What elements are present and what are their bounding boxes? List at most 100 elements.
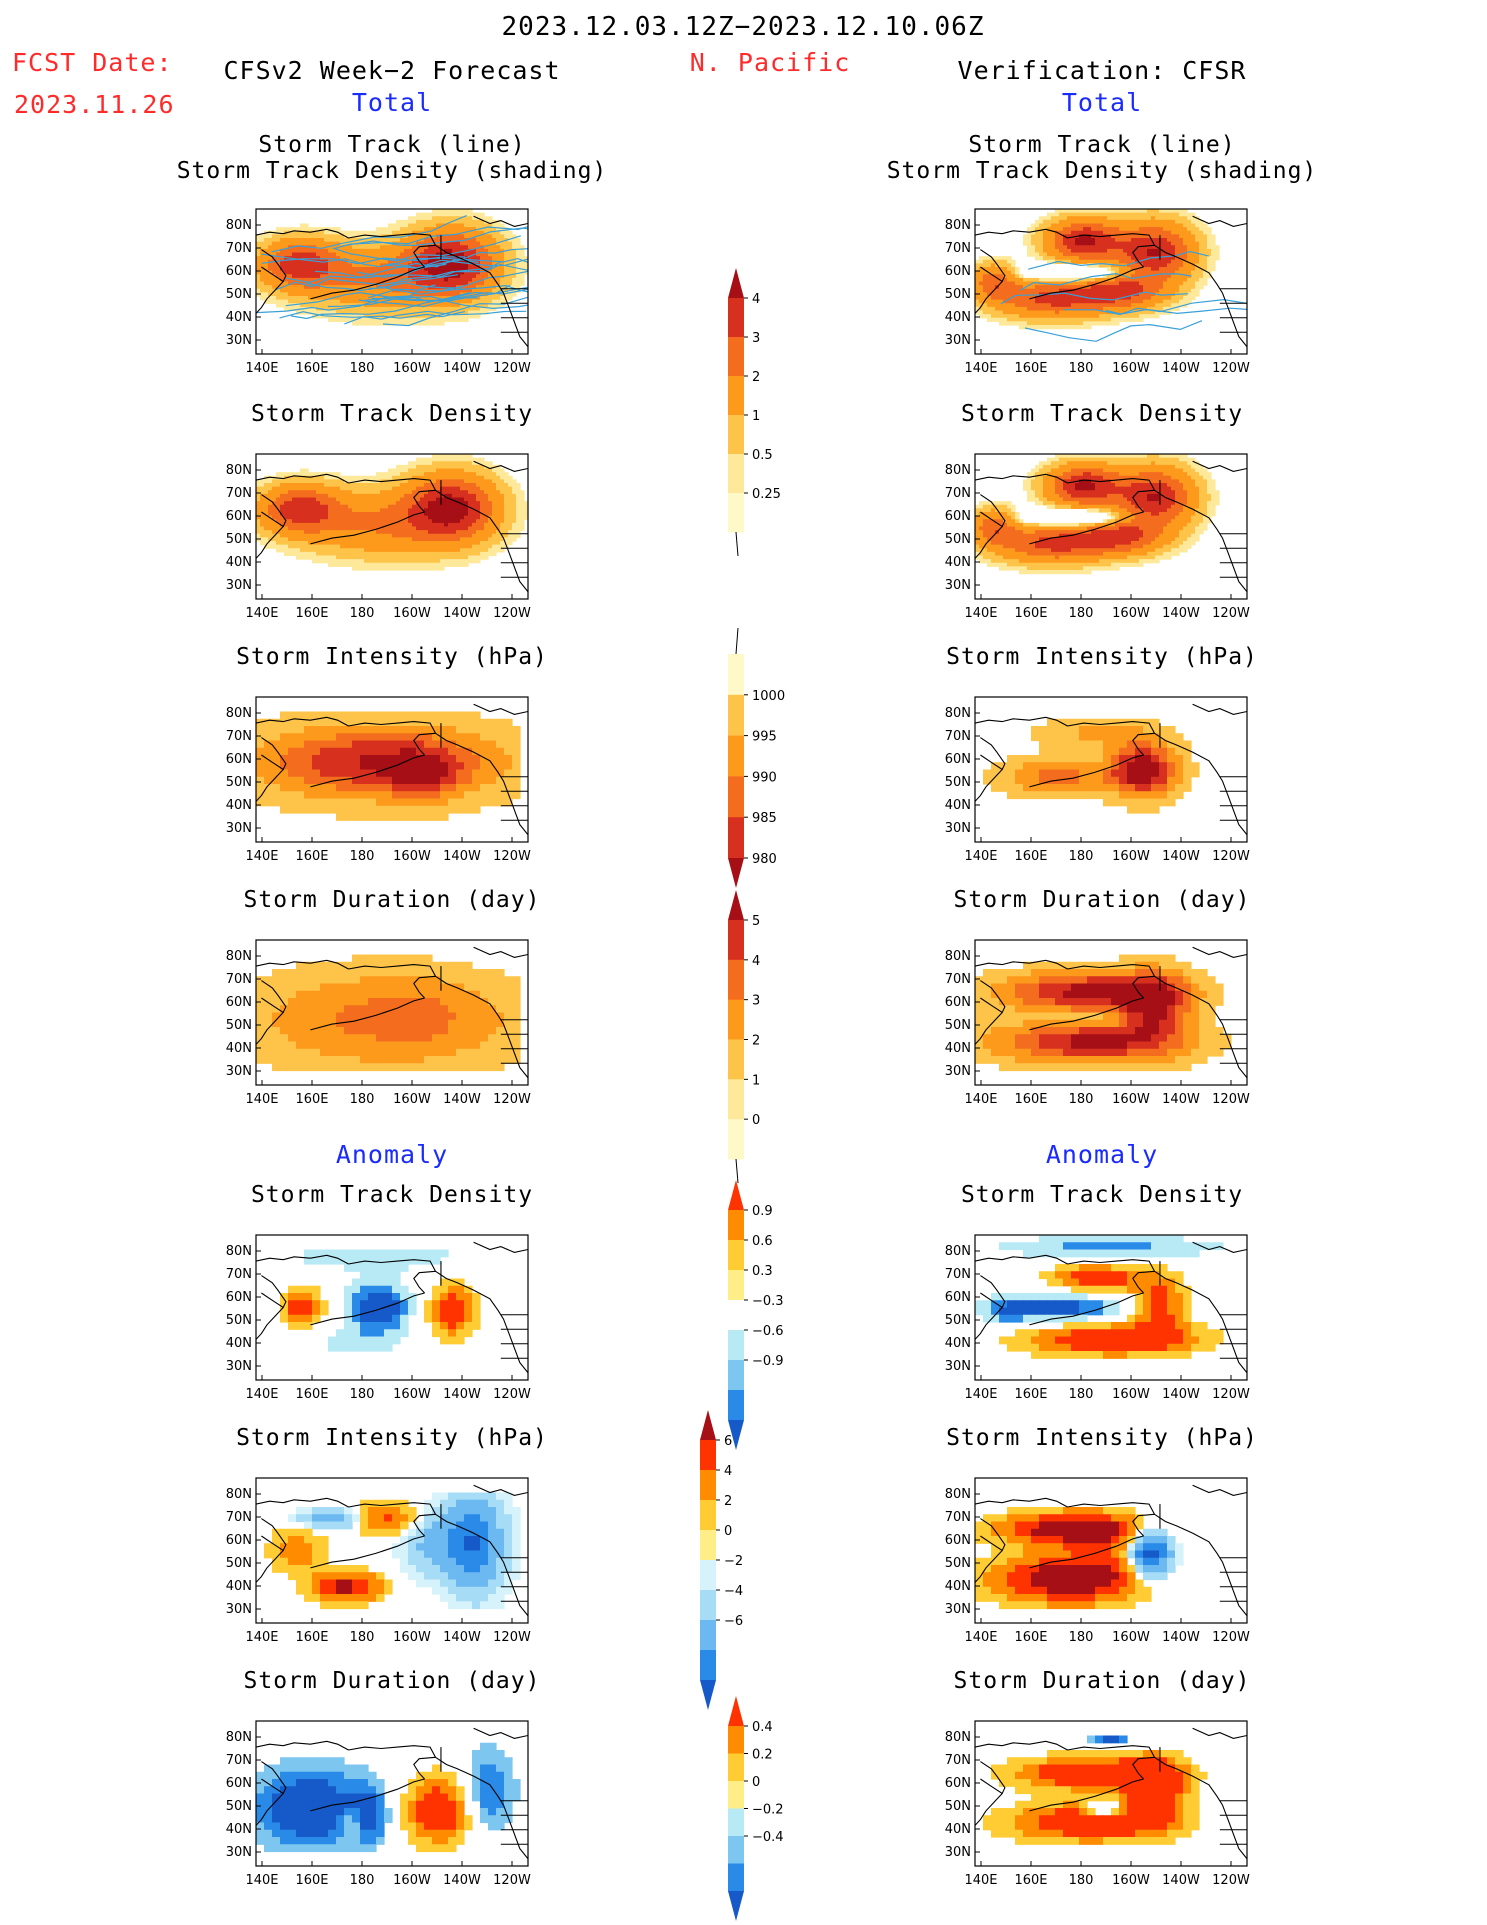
panel-R1-xtick: 140E <box>964 361 997 376</box>
panel-R3-ytick: 30N <box>945 821 971 836</box>
cb-anom-intensity-label: 2 <box>724 1494 732 1509</box>
cb-anom-density-swatch <box>728 1210 744 1241</box>
cb-duration-bottom-line <box>735 1158 739 1184</box>
panel-R2-xtick: 140W <box>1162 606 1200 621</box>
cb-duration-top-arrow <box>728 890 744 920</box>
panel-L3-ytick: 60N <box>226 752 252 767</box>
panel-R4-xtick: 140E <box>964 1092 997 1107</box>
cb-intensity-swatch <box>728 776 744 818</box>
panel-R4-ytick: 40N <box>945 1041 971 1056</box>
cb-anom-intensity-swatch <box>700 1500 716 1531</box>
panel-R1-ytick: 60N <box>945 264 971 279</box>
panel-L3-xtick: 140W <box>443 849 481 864</box>
panel-R2-xtick: 180 <box>1069 606 1094 621</box>
panel-R7-xtick: 160E <box>1014 1873 1047 1888</box>
panel-R7-coastline <box>975 1727 1247 1860</box>
panel-R5-xtick: 180 <box>1069 1387 1094 1402</box>
cb-anom-intensity-bottom-arrow <box>700 1680 716 1710</box>
panel-L7-ytick: 30N <box>226 1845 252 1860</box>
panel-L6-coastline <box>256 1484 528 1617</box>
panel-L6: 80N 70N 60N 50N 40N 30N 140E 160E 180 160W 140W 120… <box>226 1477 531 1645</box>
panel-R6: 80N 70N 60N 50N 40N 30N 140E 160E 180 160W 140W 120… <box>945 1477 1250 1645</box>
cb-anom-intensity-swatch <box>700 1560 716 1591</box>
panel-L4-xtick: 160W <box>393 1092 431 1107</box>
panel-R5-field <box>975 1235 1224 1359</box>
panel-R5-ytick: 60N <box>945 1290 971 1305</box>
panel-L6-xtick: 160W <box>393 1630 431 1645</box>
cb-anom-density-swatch <box>728 1330 744 1361</box>
fcst-date-label: FCST Date: <box>12 48 173 77</box>
cb-anom-density-label: −0.9 <box>752 1354 784 1369</box>
panel-L4-title: Storm Duration (day) <box>243 887 541 913</box>
panel-R6-frame <box>974 1477 1248 1624</box>
cb-duration-swatch <box>728 1079 744 1120</box>
panel-L4-xtick: 120W <box>493 1092 531 1107</box>
panel-R5-coastline <box>975 1241 1247 1374</box>
panel-L6-ytick: 50N <box>226 1556 252 1571</box>
panel-L3-ytick: 80N <box>226 706 252 721</box>
panel-L4-coastline <box>256 946 528 1079</box>
panel-R4-ytick: 80N <box>945 949 971 964</box>
panel-R7-xtick: 140W <box>1162 1873 1200 1888</box>
panel-R5-xtick: 140E <box>964 1387 997 1402</box>
cb-anom-intensity-label: 4 <box>724 1464 732 1479</box>
cb-anom-intensity-swatch <box>700 1440 716 1471</box>
panel-R6-ytick: 40N <box>945 1579 971 1594</box>
panel-R5-ytick: 50N <box>945 1313 971 1328</box>
panel-R4-title: Storm Duration (day) <box>953 887 1251 913</box>
panel-L4-xtick: 160E <box>295 1092 328 1107</box>
panel-R7-ytick: 50N <box>945 1799 971 1814</box>
panel-L5-ytick: 40N <box>226 1336 252 1351</box>
cb-anom-density-swatch <box>728 1270 744 1301</box>
cb-anom-density-bottom-arrow <box>728 1420 744 1450</box>
panel-L2-ytick: 40N <box>226 555 252 570</box>
panel-R2-ytick: 60N <box>945 509 971 524</box>
panel-L5-xtick: 120W <box>493 1387 531 1402</box>
panel-R6-xtick: 140W <box>1162 1630 1200 1645</box>
panel-R1: 80N 70N 60N 50N 40N 30N 140E 160E 180 160W 140W 120… <box>945 208 1250 376</box>
panel-R4-xtick: 120W <box>1212 1092 1250 1107</box>
panel-R1-ytick: 40N <box>945 310 971 325</box>
cb-anom-intensity-label: −6 <box>724 1614 743 1629</box>
cb-anom-density-swatch <box>728 1390 744 1421</box>
panel-R3-xtick: 180 <box>1069 849 1094 864</box>
cb-anom-intensity-top-arrow <box>700 1410 716 1440</box>
panel-R6-title: Storm Intensity (hPa) <box>946 1425 1258 1451</box>
cb-intensity-label: 1000 <box>752 689 785 704</box>
panel-R3-ytick: 50N <box>945 775 971 790</box>
panel-L5-xtick: 160E <box>295 1387 328 1402</box>
right-total-label: Total <box>1061 88 1143 117</box>
cb-anom-intensity-label: 0 <box>724 1524 732 1539</box>
cb-duration-label: 1 <box>752 1073 760 1088</box>
panel-L1-ytick: 60N <box>226 264 252 279</box>
panel-L1-title-line1: Storm Track (line) <box>258 132 526 158</box>
right-anomaly-label: Anomaly <box>1045 1140 1159 1169</box>
panel-L1-ytick: 80N <box>226 218 252 233</box>
cb-density-label: 1 <box>752 409 760 424</box>
panel-L4-ytick: 80N <box>226 949 252 964</box>
cb-intensity-label: 990 <box>752 770 777 785</box>
panel-R7: 80N 70N 60N 50N 40N 30N 140E 160E 180 160W 140W 120… <box>945 1720 1250 1888</box>
panel-R6-ytick: 60N <box>945 1533 971 1548</box>
panel-L4: 80N 70N 60N 50N 40N 30N 140E 160E 180 160W 140W 120… <box>226 939 531 1107</box>
panel-L7-ytick: 70N <box>226 1753 252 1768</box>
cb-density-swatch <box>728 376 744 416</box>
cb-intensity-top-line <box>735 627 739 655</box>
panel-L3-xtick: 120W <box>493 849 531 864</box>
panel-R2-frame <box>974 453 1248 600</box>
cb-density-label: 2 <box>752 370 760 385</box>
panel-R1-xtick: 180 <box>1069 361 1094 376</box>
panel-L5-field <box>280 1249 481 1352</box>
cb-duration-swatch <box>728 920 744 961</box>
period-title: 2023.12.03.12Z−2023.12.10.06Z <box>501 12 985 42</box>
panel-R2-title: Storm Track Density <box>960 401 1244 427</box>
cb-anom-density-swatch <box>728 1360 744 1391</box>
panel-L4-ytick: 30N <box>226 1064 252 1079</box>
panel-L4-frame <box>255 939 529 1086</box>
cb-density-swatch <box>728 415 744 455</box>
panel-L4-xtick: 140W <box>443 1092 481 1107</box>
panel-R1-xtick: 120W <box>1212 361 1250 376</box>
panel-R6-xtick: 160W <box>1112 1630 1150 1645</box>
panel-L5-ytick: 50N <box>226 1313 252 1328</box>
